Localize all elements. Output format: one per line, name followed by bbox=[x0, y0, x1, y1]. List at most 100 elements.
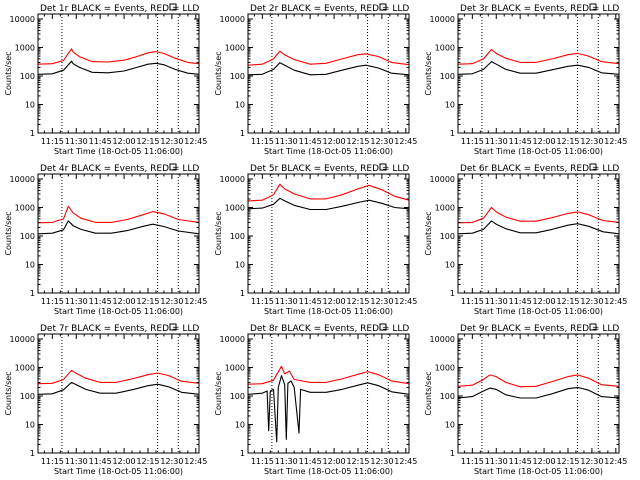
x-tick-label: 12:45 bbox=[184, 137, 207, 146]
chart-title: Det 3r BLACK = Events, RED = LLD bbox=[460, 4, 619, 14]
corner-marker-icon bbox=[589, 3, 597, 11]
y-tick-label: 1000 bbox=[225, 364, 245, 373]
y-tick-label: 1 bbox=[450, 289, 455, 298]
x-tick-label: 11:30 bbox=[275, 137, 298, 146]
series-line-lld bbox=[37, 369, 200, 385]
chart-title: Det 9r BLACK = Events, RED = LLD bbox=[460, 324, 619, 334]
x-tick-label: 12:00 bbox=[323, 457, 346, 466]
y-tick-label: 100 bbox=[230, 72, 245, 81]
series-line-events bbox=[247, 375, 410, 443]
series-line-events bbox=[457, 386, 620, 399]
x-tick-label: 11:15 bbox=[461, 297, 484, 306]
x-tick-label: 11:45 bbox=[89, 297, 112, 306]
x-tick-label: 11:45 bbox=[299, 457, 322, 466]
x-axis-label: Start Time (18-Oct-05 11:06:00) bbox=[474, 147, 603, 156]
x-tick-label: 12:30 bbox=[370, 457, 393, 466]
x-tick-label: 12:30 bbox=[160, 457, 183, 466]
y-tick-label: 100 bbox=[230, 232, 245, 241]
plot-frame bbox=[457, 333, 620, 454]
x-tick-label: 12:15 bbox=[346, 457, 369, 466]
y-tick-label: 10000 bbox=[220, 15, 245, 24]
series-line-events bbox=[457, 61, 620, 75]
y-tick-label: 10000 bbox=[430, 175, 455, 184]
series-line-lld bbox=[247, 365, 410, 385]
y-tick-label: 1 bbox=[30, 289, 35, 298]
y-tick-label: 1000 bbox=[15, 44, 35, 53]
series-line-lld bbox=[457, 206, 620, 224]
x-tick-label: 11:15 bbox=[41, 297, 64, 306]
x-tick-label: 12:15 bbox=[136, 297, 159, 306]
x-tick-label: 12:15 bbox=[556, 457, 579, 466]
x-axis-label: Start Time (18-Oct-05 11:06:00) bbox=[474, 467, 603, 476]
y-axis-label: Counts/sec bbox=[214, 51, 223, 95]
y-tick-label: 10 bbox=[25, 421, 35, 430]
y-tick-label: 1000 bbox=[225, 204, 245, 213]
y-tick-label: 1 bbox=[240, 129, 245, 138]
x-tick-label: 11:45 bbox=[509, 137, 532, 146]
y-axis-label: Counts/sec bbox=[4, 371, 13, 415]
y-tick-label: 1000 bbox=[435, 44, 455, 53]
x-tick-label: 12:00 bbox=[533, 457, 556, 466]
y-tick-label: 100 bbox=[20, 392, 35, 401]
series-line-lld bbox=[457, 48, 620, 65]
x-tick-label: 12:45 bbox=[394, 137, 417, 146]
y-tick-label: 10 bbox=[445, 101, 455, 110]
y-tick-label: 100 bbox=[20, 232, 35, 241]
series-line-events bbox=[37, 381, 200, 395]
x-tick-label: 12:30 bbox=[580, 297, 603, 306]
x-tick-label: 12:00 bbox=[113, 137, 136, 146]
y-tick-label: 1 bbox=[30, 129, 35, 138]
chart-title: Det 1r BLACK = Events, RED = LLD bbox=[40, 4, 199, 14]
y-tick-label: 1 bbox=[240, 449, 245, 458]
chart-title: Det 5r BLACK = Events, RED = LLD bbox=[250, 164, 409, 174]
x-axis-label: Start Time (18-Oct-05 11:06:00) bbox=[264, 307, 393, 316]
y-tick-label: 10000 bbox=[10, 175, 35, 184]
y-tick-label: 10 bbox=[445, 261, 455, 270]
y-tick-label: 1000 bbox=[225, 44, 245, 53]
plot-frame bbox=[247, 333, 410, 454]
chart-panel-1: Det 1r BLACK = Events, RED = LLD 1 10 100 10… bbox=[4, 3, 207, 156]
x-tick-label: 12:15 bbox=[136, 457, 159, 466]
y-tick-label: 10000 bbox=[10, 15, 35, 24]
chart-title: Det 4r BLACK = Events, RED = LLD bbox=[40, 164, 199, 174]
x-tick-label: 12:00 bbox=[533, 297, 556, 306]
x-tick-label: 12:30 bbox=[580, 457, 603, 466]
corner-marker-icon bbox=[589, 323, 597, 331]
corner-marker-icon bbox=[169, 3, 177, 11]
chart-title: Det 7r BLACK = Events, RED = LLD bbox=[40, 324, 199, 334]
x-tick-label: 11:15 bbox=[251, 297, 274, 306]
chart-panel-5: Det 5r BLACK = Events, RED = LLD 1 10 100 10… bbox=[214, 163, 417, 316]
chart-panel-2: Det 2r BLACK = Events, RED = LLD 1 10 100 10… bbox=[214, 3, 417, 156]
series-line-events bbox=[37, 220, 200, 235]
series-line-events bbox=[37, 60, 200, 75]
x-axis-label: Start Time (18-Oct-05 11:06:00) bbox=[54, 467, 183, 476]
x-tick-label: 11:30 bbox=[275, 297, 298, 306]
corner-marker-icon bbox=[169, 163, 177, 171]
chart-panel-8: Det 8r BLACK = Events, RED = LLD 1 10 100 10… bbox=[214, 323, 417, 476]
y-tick-label: 10 bbox=[25, 101, 35, 110]
plot-frame bbox=[247, 173, 410, 294]
x-tick-label: 11:45 bbox=[299, 137, 322, 146]
chart-panel-6: Det 6r BLACK = Events, RED = LLD 1 10 100 10… bbox=[424, 163, 627, 316]
chart-panel-9: Det 9r BLACK = Events, RED = LLD 1 10 100 10… bbox=[424, 323, 627, 476]
series-line-lld bbox=[247, 50, 410, 66]
series-line-events bbox=[457, 220, 620, 235]
y-tick-label: 10000 bbox=[430, 15, 455, 24]
plot-frame bbox=[247, 13, 410, 134]
x-tick-label: 11:30 bbox=[65, 457, 88, 466]
y-axis-label: Counts/sec bbox=[214, 371, 223, 415]
x-axis-label: Start Time (18-Oct-05 11:06:00) bbox=[474, 307, 603, 316]
x-tick-label: 11:45 bbox=[509, 297, 532, 306]
y-tick-label: 1 bbox=[450, 129, 455, 138]
x-axis-label: Start Time (18-Oct-05 11:06:00) bbox=[54, 147, 183, 156]
x-tick-label: 12:15 bbox=[346, 297, 369, 306]
y-tick-label: 10 bbox=[25, 261, 35, 270]
y-axis-label: Counts/sec bbox=[4, 211, 13, 255]
series-line-events bbox=[247, 197, 410, 211]
x-tick-label: 12:45 bbox=[604, 457, 627, 466]
x-tick-label: 11:30 bbox=[65, 137, 88, 146]
y-tick-label: 100 bbox=[440, 232, 455, 241]
series-line-events bbox=[247, 62, 410, 76]
plot-frame bbox=[37, 173, 200, 294]
